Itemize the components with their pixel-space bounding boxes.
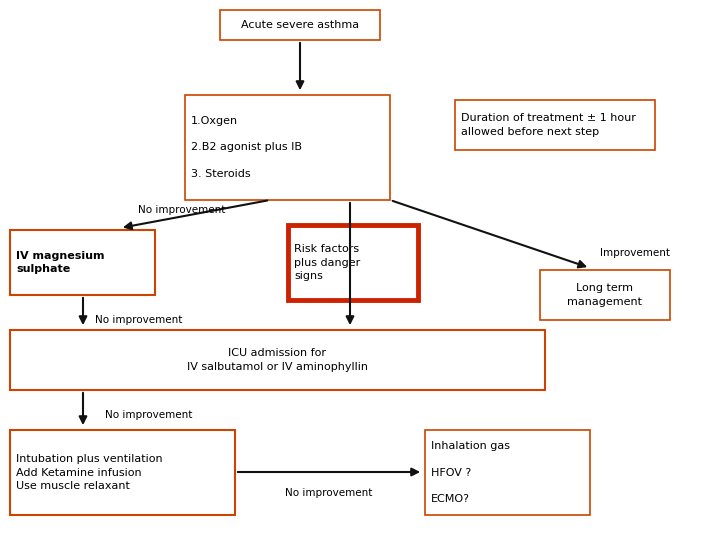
Text: 1.Oxgen

2.B2 agonist plus IB

3. Steroids: 1.Oxgen 2.B2 agonist plus IB 3. Steroids [191,116,302,179]
Text: IV magnesium
sulphate: IV magnesium sulphate [16,251,104,274]
Text: Acute severe asthma: Acute severe asthma [241,20,359,30]
Bar [185,95,390,200]
Bar [288,225,418,300]
Bar [425,430,590,515]
Bar [220,10,380,40]
Bar [455,100,655,150]
Text: No improvement: No improvement [138,205,225,215]
Text: ICU admission for
IV salbutamol or IV aminophyllin: ICU admission for IV salbutamol or IV am… [187,348,368,372]
Bar [10,430,235,515]
Text: No improvement: No improvement [105,410,192,420]
Text: Improvement: Improvement [600,248,670,258]
Text: No improvement: No improvement [285,488,373,498]
Bar [10,330,545,390]
Text: No improvement: No improvement [95,315,182,325]
Text: Long term
management: Long term management [567,284,642,307]
Bar [540,270,670,320]
Text: Intubation plus ventilation
Add Ketamine infusion
Use muscle relaxant: Intubation plus ventilation Add Ketamine… [16,454,163,491]
Bar [10,230,155,295]
Text: Inhalation gas

HFOV ?

ECMO?: Inhalation gas HFOV ? ECMO? [431,441,510,504]
Text: Risk factors
plus danger
signs: Risk factors plus danger signs [294,244,360,281]
Text: Duration of treatment ± 1 hour
allowed before next step: Duration of treatment ± 1 hour allowed b… [461,113,636,137]
